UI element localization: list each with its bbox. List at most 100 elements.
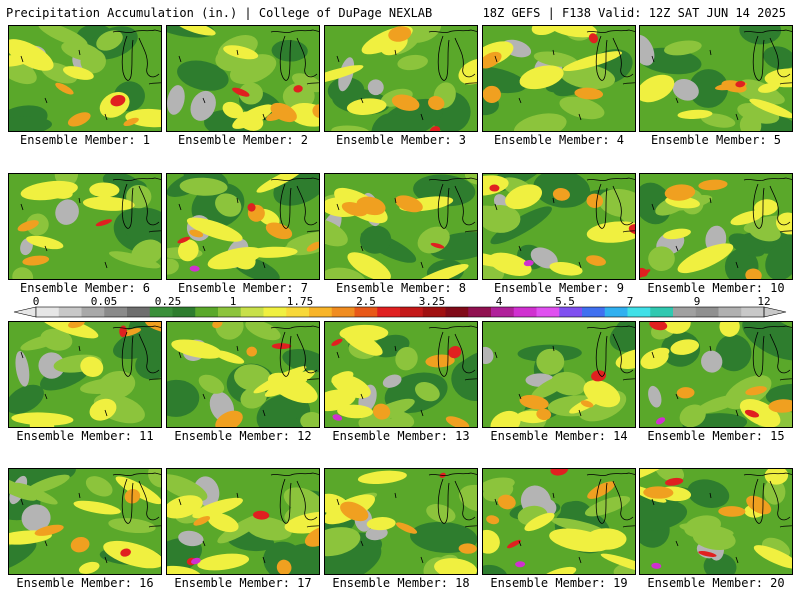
precip-heavy-area: [288, 103, 319, 127]
great-lakes-outline: [112, 325, 161, 381]
precip-moderate-area: [9, 56, 37, 85]
precip-max-core: [523, 260, 534, 267]
precip-very-heavy-area: [486, 515, 500, 525]
precip-heavy-area: [213, 350, 245, 364]
precip-moderate-area: [38, 26, 88, 47]
ensemble-member-label: Ensemble Member: 12: [174, 429, 312, 443]
precip-low-area: [728, 233, 765, 257]
colorbar-swatch: [149, 307, 173, 317]
precip-low-area: [9, 116, 52, 131]
great-lakes-outline: [743, 177, 792, 233]
precip-map: [482, 321, 636, 428]
colorbar-tick-label: 5.5: [555, 295, 575, 308]
precip-moderate-area: [701, 113, 736, 128]
colorbar-swatch: [650, 307, 674, 317]
great-lakes-outline: [112, 29, 161, 85]
boundary-lines: [651, 345, 739, 417]
precip-moderate-area: [331, 125, 370, 131]
colorbar-swatch: [468, 307, 492, 317]
precip-moderate-area: [655, 469, 685, 483]
precip-extreme-area: [429, 126, 441, 131]
ensemble-member-label: Ensemble Member: 6: [19, 281, 151, 295]
colorbar-swatch: [36, 307, 60, 317]
precip-very-heavy-area: [22, 255, 50, 266]
title-left: Precipitation Accumulation (in.) | Colle…: [6, 6, 433, 20]
precip-very-heavy-area: [391, 94, 420, 111]
precip-very-heavy-area: [458, 543, 477, 554]
colorbar-swatch: [718, 307, 742, 317]
precip-very-heavy-area: [34, 524, 64, 536]
precip-heavy-area: [347, 252, 391, 279]
precip-very-heavy-area: [574, 87, 604, 100]
precip-low-area: [490, 206, 552, 245]
precip-heavy-area: [483, 251, 519, 269]
boundary-lines: [20, 345, 108, 417]
precip-map: [324, 173, 478, 280]
precip-map-field: [9, 26, 161, 131]
precip-very-heavy-area: [306, 241, 319, 252]
precip-heavy-area: [339, 324, 389, 342]
precip-heavy-area: [434, 558, 477, 574]
colorbar-swatch: [627, 307, 651, 317]
boundary-lines: [336, 492, 424, 564]
precip-map: [639, 468, 793, 575]
precip-map-field: [325, 322, 477, 427]
precip-heavy-area: [207, 246, 263, 270]
precip-heavy-area: [325, 65, 364, 85]
precip-heavy-area: [357, 470, 407, 484]
precip-low-area: [688, 69, 729, 108]
colorbar-swatch: [513, 307, 537, 317]
precip-heavy-area: [264, 370, 316, 397]
dry-area: [483, 346, 494, 364]
precip-moderate-area: [391, 411, 415, 427]
precip-low-area: [483, 564, 508, 574]
precip-very-heavy-area: [193, 516, 211, 526]
precip-heavy-area: [458, 58, 477, 85]
precip-heavy-area: [483, 529, 500, 554]
precip-map-field: [325, 26, 477, 131]
precip-moderate-area: [648, 246, 675, 272]
precip-map-field: [9, 174, 161, 279]
boundary-lines: [494, 197, 582, 269]
colorbar-scale: [13, 306, 787, 318]
precip-low-area: [167, 379, 200, 417]
precip-heavy-area: [677, 243, 734, 274]
colorbar-swatch: [559, 307, 583, 317]
precip-very-heavy-area: [552, 188, 570, 201]
dry-area: [367, 79, 384, 96]
boundary-lines: [178, 49, 266, 121]
precip-moderate-area: [619, 200, 635, 224]
great-lakes-outline: [428, 472, 477, 528]
ensemble-member-label: Ensemble Member: 2: [177, 133, 309, 147]
precip-moderate-area: [108, 518, 156, 534]
precip-moderate-area: [61, 41, 102, 62]
colorbar-swatch: [604, 307, 628, 317]
precip-moderate-area: [292, 73, 319, 93]
precip-map: [639, 173, 793, 280]
precip-map-field: [325, 174, 477, 279]
colorbar-tick-label: 7: [626, 295, 634, 308]
precip-very-heavy-area: [212, 322, 223, 329]
boundary-lines: [20, 492, 108, 564]
precip-heavy-area: [754, 199, 778, 216]
precip-heavy-area: [20, 180, 78, 201]
precip-moderate-area: [179, 177, 228, 196]
precip-heavy-area: [663, 228, 691, 240]
precip-heavy-area: [331, 371, 354, 385]
precip-heavy-area: [547, 26, 598, 38]
colorbar-swatch: [104, 307, 128, 317]
precip-heavy-area: [524, 512, 555, 532]
precip-extreme-area: [591, 370, 607, 382]
dry-area: [365, 526, 388, 541]
precip-heavy-area: [600, 553, 635, 574]
title-right: 18Z GEFS | F138 Valid: 12Z SAT JUN 14 20…: [482, 6, 786, 20]
boundary-lines: [336, 345, 424, 417]
dry-area: [55, 199, 79, 225]
colorbar-tick-label: 4: [495, 295, 503, 308]
precip-low-area: [763, 46, 792, 70]
precip-heavy-area: [640, 74, 675, 103]
precip-heavy-area: [29, 416, 55, 427]
precip-max-core: [332, 414, 343, 421]
precip-moderate-area: [483, 477, 515, 492]
precip-extreme-area: [331, 338, 343, 346]
